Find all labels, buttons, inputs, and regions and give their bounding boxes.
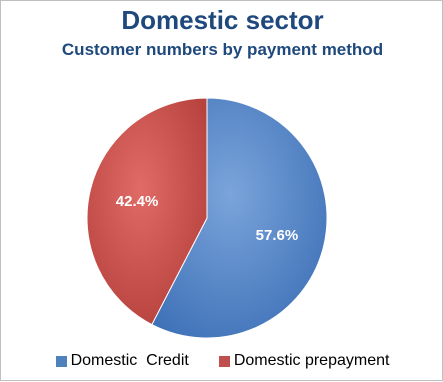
legend-item-credit: Domestic Credit [55,352,189,370]
chart-subtitle: Customer numbers by payment method [61,40,384,59]
legend-swatch-credit [55,355,67,367]
legend-item-prepayment: Domestic prepayment [218,352,390,370]
chart-title: Domestic sector [121,5,324,35]
data-label-prepayment: 42.4% [116,193,159,210]
pie-slice-prepayment [86,97,208,326]
legend-label-credit: Domestic Credit [70,352,189,369]
data-label-credit: 57.6% [256,227,299,244]
chart-legend: Domestic Credit Domestic prepayment [1,349,443,373]
legend-label-prepayment: Domestic prepayment [233,352,390,369]
pie-slice-credit [151,97,328,339]
legend-swatch-prepayment [218,355,230,367]
